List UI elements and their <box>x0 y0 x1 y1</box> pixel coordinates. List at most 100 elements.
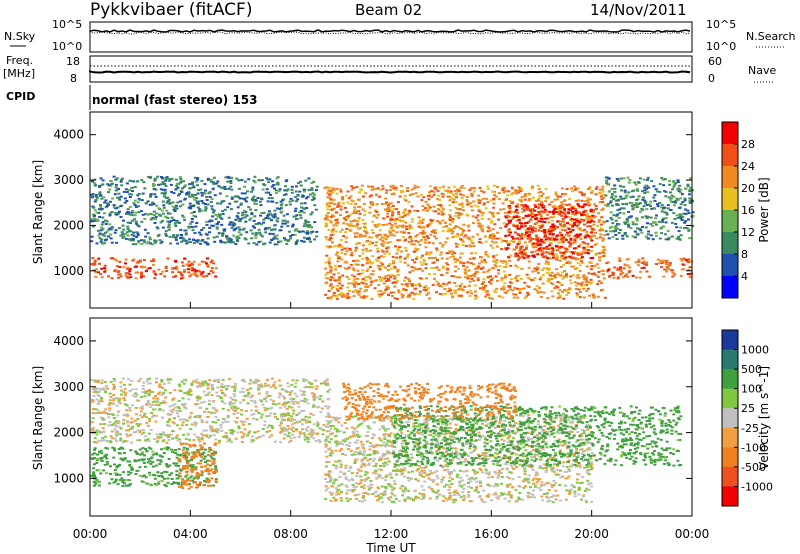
heatmap-cell <box>677 190 681 193</box>
heatmap-cell <box>249 379 253 382</box>
heatmap-cell <box>109 435 113 438</box>
heatmap-cell <box>162 400 166 403</box>
heatmap-cell <box>510 193 514 196</box>
heatmap-cell <box>594 205 598 207</box>
heatmap-cell <box>667 196 671 199</box>
heatmap-cell <box>376 264 380 267</box>
heatmap-cell <box>448 229 452 232</box>
heatmap-cell <box>205 220 208 223</box>
heatmap-cell <box>119 216 123 218</box>
heatmap-cell <box>108 482 112 485</box>
heatmap-cell <box>620 197 624 200</box>
heatmap-cell <box>134 473 138 475</box>
heatmap-cell <box>194 180 198 183</box>
heatmap-cell <box>337 257 340 260</box>
heatmap-cell <box>252 199 256 202</box>
heatmap-cell <box>152 210 156 213</box>
heatmap-cell <box>395 208 399 211</box>
heatmap-cell <box>539 238 543 241</box>
heatmap-cell <box>242 423 246 426</box>
heatmap-cell <box>140 239 144 242</box>
heatmap-cell <box>205 196 209 198</box>
heatmap-cell <box>593 203 597 206</box>
heatmap-cell <box>467 224 471 227</box>
heatmap-cell <box>577 245 581 248</box>
heatmap-cell <box>397 211 401 214</box>
heatmap-cell <box>592 296 596 299</box>
heatmap-cell <box>606 270 610 273</box>
heatmap-cell <box>299 184 303 187</box>
heatmap-cell <box>368 266 372 268</box>
heatmap-cell <box>612 198 616 200</box>
heatmap-cell <box>160 176 163 178</box>
heatmap-cell <box>365 256 369 259</box>
heatmap-cell <box>450 228 454 231</box>
heatmap-cell <box>458 284 462 287</box>
heatmap-cell <box>664 238 668 241</box>
heatmap-cell <box>306 238 309 240</box>
heatmap-cell <box>136 180 140 183</box>
heatmap-cell <box>130 379 134 382</box>
heatmap-cell <box>441 226 445 229</box>
heatmap-cell <box>543 236 547 238</box>
heatmap-cell <box>586 233 590 236</box>
heatmap-cell <box>227 216 231 219</box>
heatmap-cell <box>141 213 145 216</box>
heatmap-cell <box>544 188 548 191</box>
heatmap-cell <box>437 282 441 285</box>
heatmap-cell <box>187 260 191 263</box>
heatmap-cell <box>146 267 150 270</box>
heatmap-cell <box>141 451 145 454</box>
heatmap-cell <box>456 259 460 262</box>
heatmap-cell <box>262 218 266 221</box>
heatmap-cell <box>386 215 390 218</box>
heatmap-cell <box>354 281 358 284</box>
heatmap-cell <box>212 484 216 487</box>
heatmap-cell <box>448 199 452 202</box>
heatmap-cell <box>128 222 132 224</box>
heatmap-cell <box>183 270 186 273</box>
heatmap-cell <box>682 257 686 260</box>
heatmap-cell <box>209 270 213 272</box>
heatmap-cell <box>606 183 610 186</box>
heatmap-cell <box>468 257 472 260</box>
heatmap-cell <box>427 292 430 295</box>
heatmap-cell <box>186 393 190 396</box>
heatmap-cell <box>161 270 165 273</box>
heatmap-cell <box>129 471 133 474</box>
heatmap-cell <box>684 258 688 261</box>
heatmap-cell <box>507 216 511 218</box>
heatmap-cell <box>590 219 594 222</box>
heatmap-cell <box>159 448 163 451</box>
heatmap-cell <box>671 181 675 184</box>
heatmap-cell <box>192 477 196 480</box>
heatmap-cell <box>569 242 573 245</box>
heatmap-cell <box>404 221 408 224</box>
heatmap-cell <box>182 185 186 188</box>
heatmap-cell <box>601 288 605 291</box>
heatmap-cell <box>250 237 254 240</box>
heatmap-cell <box>664 190 668 193</box>
heatmap-cell <box>92 475 96 478</box>
heatmap-cell <box>517 219 521 222</box>
heatmap-cell <box>551 253 555 256</box>
heatmap-cell <box>689 177 692 180</box>
heatmap-cell <box>576 203 580 206</box>
heatmap-cell <box>426 203 430 206</box>
heatmap-cell <box>182 456 186 459</box>
heatmap-cell <box>339 214 343 217</box>
heatmap-cell <box>454 211 458 214</box>
heatmap-cell <box>679 216 683 219</box>
heatmap-cell <box>612 272 616 275</box>
heatmap-cell <box>425 277 429 280</box>
heatmap-cell <box>613 187 617 190</box>
heatmap-cell <box>173 406 177 409</box>
heatmap-cell <box>93 448 96 451</box>
heatmap-cell <box>674 222 678 225</box>
heatmap-cell <box>200 471 204 474</box>
heatmap-cell <box>548 274 552 277</box>
heatmap-cell <box>504 216 508 219</box>
heatmap-cell <box>179 475 183 478</box>
heatmap-cell <box>600 198 604 201</box>
heatmap-cell <box>280 225 284 228</box>
